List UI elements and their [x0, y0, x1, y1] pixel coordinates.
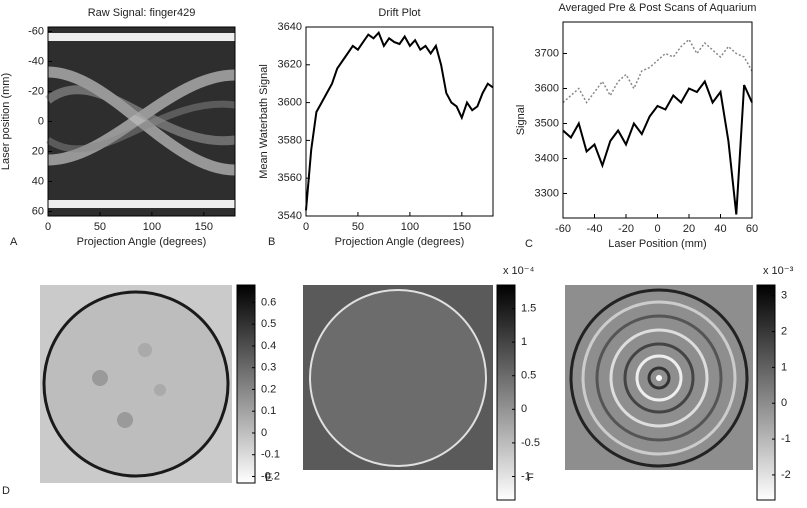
- x-axis-label: Projection Angle (degrees): [77, 236, 207, 248]
- colorbar-tick-label: -0.2: [261, 470, 280, 482]
- panel-label: A: [10, 236, 18, 248]
- x-tick-label: 150: [453, 221, 471, 233]
- y-axis-label: Signal: [515, 105, 527, 136]
- y-tick-label: 20: [32, 145, 44, 157]
- colorbar-multiplier: x 10⁻³: [763, 265, 794, 277]
- y-tick-label: 3540: [278, 210, 302, 222]
- x-axis-label: Projection Angle (degrees): [335, 236, 465, 248]
- colorbar-tick-label: 0: [521, 403, 527, 415]
- reconstruction-e: [303, 285, 493, 470]
- colorbar-tick-label: 1.5: [521, 302, 536, 314]
- colorbar-tick-label: 0.4: [261, 340, 276, 352]
- x-tick-label: 150: [195, 221, 213, 233]
- y-tick-label: -60: [28, 25, 44, 37]
- colorbar-tick-label: 1: [521, 336, 527, 348]
- y-tick-label: 3700: [535, 47, 559, 59]
- colorbar: [236, 284, 256, 484]
- reconstruction-d: [40, 285, 232, 483]
- y-tick-label: 60: [32, 205, 44, 217]
- colorbar-tick-label: -1: [781, 433, 791, 445]
- y-axis-label: Laser position (mm): [0, 73, 12, 170]
- y-tick-label: 0: [38, 115, 44, 127]
- chart-title: Drift Plot: [378, 7, 420, 19]
- colorbar-multiplier: x 10⁻⁴: [503, 265, 535, 277]
- x-tick-label: -60: [555, 223, 571, 235]
- data-line: [562, 38, 753, 104]
- y-tick-label: 3620: [278, 59, 302, 71]
- x-tick-label: 0: [654, 223, 660, 235]
- x-tick-label: 0: [303, 221, 309, 233]
- panel-label: D: [2, 485, 10, 497]
- x-tick-label: 20: [683, 223, 695, 235]
- colorbar-tick-label: 3: [781, 290, 787, 302]
- colorbar-tick-label: 2: [781, 325, 787, 337]
- y-tick-label: -40: [28, 55, 44, 67]
- colorbar-tick-label: 0.1: [261, 405, 276, 417]
- colorbar-tick-label: 1: [781, 361, 787, 373]
- colorbar-tick-label: -0.5: [521, 437, 540, 449]
- x-tick-label: 100: [401, 221, 419, 233]
- x-tick-label: -20: [618, 223, 634, 235]
- x-axis-label: Laser Position (mm): [608, 238, 706, 250]
- data-line: [305, 30, 494, 211]
- x-tick-label: -40: [587, 223, 603, 235]
- y-tick-label: 3640: [278, 21, 302, 33]
- colorbar-tick-label: 0.3: [261, 362, 276, 374]
- y-tick-label: 3580: [278, 134, 302, 146]
- y-tick-label: 3600: [535, 82, 559, 94]
- panel-label: F: [527, 472, 534, 484]
- colorbar-tick-label: 0.6: [261, 296, 276, 308]
- x-tick-label: 50: [94, 221, 106, 233]
- x-tick-label: 50: [352, 221, 364, 233]
- x-tick-label: 40: [714, 223, 726, 235]
- sinogram-image: [45, 27, 236, 216]
- axes-frame: [305, 26, 494, 217]
- reconstruction-f: [565, 285, 753, 470]
- colorbar-tick-label: 0.5: [521, 370, 536, 382]
- panel-label: E: [265, 472, 272, 484]
- y-tick-label: -20: [28, 85, 44, 97]
- colorbar: [496, 284, 516, 501]
- y-tick-label: 3400: [535, 152, 559, 164]
- panel-label: C: [525, 238, 533, 250]
- y-tick-label: 3560: [278, 172, 302, 184]
- x-tick-label: 0: [45, 221, 51, 233]
- y-tick-label: 3600: [278, 97, 302, 109]
- axes-frame: [562, 21, 753, 219]
- colorbar-tick-label: -0.1: [261, 449, 280, 461]
- y-axis-label: Mean Waterbath Signal: [258, 64, 270, 179]
- x-tick-label: 60: [746, 223, 758, 235]
- colorbar: [756, 284, 776, 501]
- y-tick-label: 3300: [535, 187, 559, 199]
- panel-label: B: [268, 236, 275, 248]
- chart-title: Raw Signal: finger429: [88, 7, 196, 19]
- colorbar-tick-label: -1: [521, 470, 531, 482]
- data-line: [562, 79, 753, 215]
- x-tick-label: 100: [143, 221, 161, 233]
- y-tick-label: 3500: [535, 117, 559, 129]
- colorbar-tick-label: 0.2: [261, 383, 276, 395]
- colorbar-tick-label: -2: [781, 469, 791, 481]
- colorbar-tick-label: 0: [781, 397, 787, 409]
- y-tick-label: 40: [32, 175, 44, 187]
- chart-title: Averaged Pre & Post Scans of Aquarium: [559, 2, 757, 14]
- colorbar-tick-label: 0: [261, 427, 267, 439]
- colorbar-tick-label: 0.5: [261, 318, 276, 330]
